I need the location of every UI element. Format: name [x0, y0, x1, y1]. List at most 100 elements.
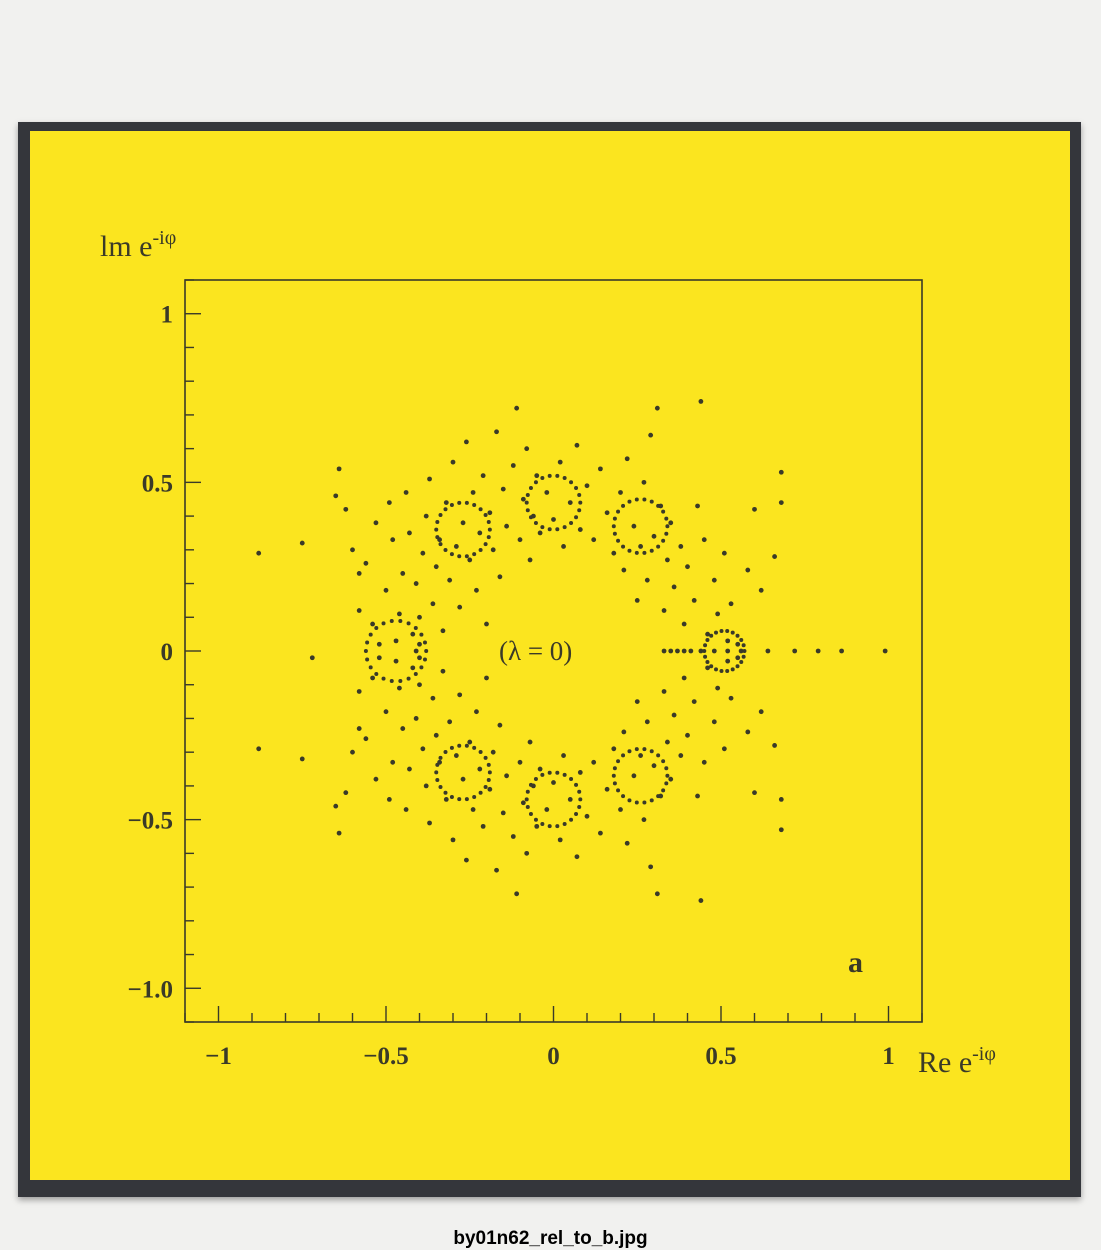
data-point: [714, 667, 718, 671]
data-point: [714, 631, 718, 635]
data-point: [682, 649, 687, 654]
data-point: [642, 817, 647, 822]
data-point: [665, 524, 669, 528]
data-point: [534, 777, 538, 781]
data-point: [477, 767, 482, 772]
data-point: [417, 682, 422, 687]
data-point: [443, 548, 447, 552]
data-point: [656, 753, 660, 757]
data-point: [612, 524, 616, 528]
data-point: [384, 709, 389, 714]
data-point: [300, 541, 305, 546]
axes: −1 −0.5 0 0.5 110.50−0.5−1.0: [128, 280, 923, 1070]
data-point: [350, 750, 355, 755]
data-point: [423, 658, 427, 662]
data-point: [725, 659, 730, 664]
data-point: [450, 795, 454, 799]
data-point: [256, 551, 261, 556]
data-point: [400, 726, 405, 731]
data-point: [382, 677, 386, 681]
data-point: [662, 608, 667, 613]
data-point: [481, 473, 486, 478]
data-point: [504, 773, 509, 778]
data-point: [484, 542, 488, 546]
data-point: [703, 655, 707, 659]
data-point: [574, 783, 578, 787]
data-point: [474, 709, 479, 714]
data-point: [350, 547, 355, 552]
data-point: [487, 520, 491, 524]
data-point: [839, 649, 844, 654]
data-point: [705, 660, 709, 664]
data-point: [479, 507, 483, 511]
data-point: [471, 807, 476, 812]
data-point: [577, 493, 581, 497]
data-point: [529, 515, 533, 519]
data-point: [635, 498, 639, 502]
data-point: [578, 797, 582, 801]
data-point: [435, 520, 439, 524]
data-point: [551, 517, 556, 522]
data-point: [661, 539, 665, 543]
data-point: [645, 719, 650, 724]
data-point: [650, 749, 654, 753]
data-point: [605, 787, 610, 792]
data-point: [390, 679, 394, 683]
data-point: [568, 500, 573, 505]
data-point: [435, 535, 439, 539]
data-point: [611, 551, 616, 556]
data-point: [310, 655, 315, 660]
data-point: [712, 719, 717, 724]
data-point: [435, 763, 439, 767]
data-point: [569, 480, 573, 484]
data-point: [779, 470, 784, 475]
data-point: [491, 547, 496, 552]
data-point: [444, 797, 449, 802]
y-axis-title: lm e-iφ: [100, 227, 176, 263]
data-point: [712, 578, 717, 583]
data-point: [511, 834, 516, 839]
data-point: [621, 753, 625, 757]
data-point: [427, 821, 432, 826]
data-point: [722, 551, 727, 556]
data-point: [443, 507, 447, 511]
data-point: [591, 760, 596, 765]
x-tick-label: 1: [882, 1043, 895, 1070]
data-point: [424, 514, 429, 519]
data-point: [621, 545, 625, 549]
data-point: [692, 699, 697, 704]
data-point: [514, 406, 519, 411]
data-point: [729, 601, 734, 606]
data-point: [616, 759, 620, 763]
data-point: [538, 767, 543, 772]
data-point: [632, 773, 637, 778]
data-point: [650, 500, 654, 504]
data-point: [642, 480, 647, 485]
data-point: [518, 760, 523, 765]
data-point: [451, 837, 456, 842]
data-point: [465, 554, 469, 558]
data-point: [540, 822, 544, 826]
data-point: [457, 744, 461, 748]
data-point: [374, 520, 379, 525]
x-axis-title-main: Re e: [918, 1046, 972, 1079]
data-point: [479, 750, 483, 754]
data-point: [664, 781, 668, 785]
data-point: [484, 513, 488, 517]
data-point: [333, 804, 338, 809]
data-point: [390, 537, 395, 542]
data-point: [435, 778, 439, 782]
data-point: [656, 794, 660, 798]
data-point: [561, 753, 566, 758]
data-point: [650, 549, 654, 553]
data-point: [668, 520, 673, 525]
data-point: [563, 476, 567, 480]
data-point: [479, 548, 483, 552]
data-point: [688, 649, 693, 654]
data-point: [374, 626, 378, 630]
data-point: [561, 544, 566, 549]
data-point: [427, 477, 432, 482]
data-point: [477, 531, 482, 536]
data-point: [598, 831, 603, 836]
data-point: [472, 746, 476, 750]
